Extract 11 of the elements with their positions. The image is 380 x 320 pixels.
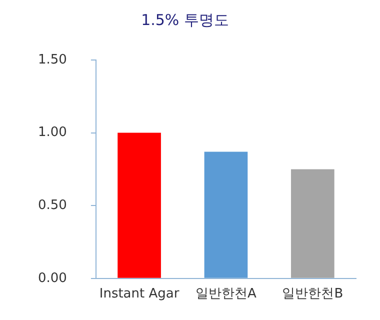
y-tick-label: 1.00 [38, 125, 67, 140]
bar [204, 152, 248, 278]
x-tick-label: 일반한천A [196, 286, 257, 302]
bar [290, 169, 334, 278]
chart-title: 1.5% 투명도 [141, 10, 229, 29]
x-tick-label: Instant Agar [99, 286, 180, 302]
y-tick-label: 0.50 [38, 198, 67, 213]
y-tick-label: 1.50 [38, 52, 67, 68]
x-tick-label: 일반한천B [282, 286, 344, 302]
y-tick-label: 0.00 [38, 270, 67, 286]
bar [118, 132, 161, 278]
